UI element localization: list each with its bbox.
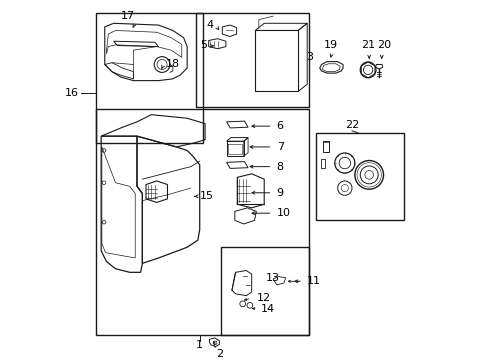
Bar <box>96 13 203 143</box>
Text: 9: 9 <box>276 188 284 198</box>
Text: 22: 22 <box>344 120 358 130</box>
Text: 18: 18 <box>165 59 180 69</box>
Bar <box>316 132 403 220</box>
Text: 15: 15 <box>199 192 213 201</box>
Text: 14: 14 <box>260 304 274 314</box>
Text: 13: 13 <box>265 273 280 283</box>
Bar <box>96 109 308 335</box>
Text: 10: 10 <box>276 208 290 218</box>
Bar <box>196 13 308 108</box>
Text: 2: 2 <box>215 349 223 359</box>
Text: 21: 21 <box>360 40 374 50</box>
Text: 20: 20 <box>376 40 390 50</box>
Bar <box>323 141 328 152</box>
Text: 11: 11 <box>306 276 321 286</box>
Text: 7: 7 <box>276 142 284 152</box>
Text: 5: 5 <box>200 40 206 50</box>
Bar <box>321 159 325 168</box>
Text: 16: 16 <box>65 88 79 98</box>
Text: 17: 17 <box>121 12 135 22</box>
Text: 4: 4 <box>206 20 214 30</box>
Text: 3: 3 <box>305 52 312 62</box>
Text: 8: 8 <box>276 162 284 172</box>
Text: 6: 6 <box>276 121 283 131</box>
Text: 19: 19 <box>323 40 337 50</box>
Text: 12: 12 <box>257 293 271 303</box>
Bar <box>221 247 308 335</box>
Text: 1: 1 <box>196 340 203 350</box>
